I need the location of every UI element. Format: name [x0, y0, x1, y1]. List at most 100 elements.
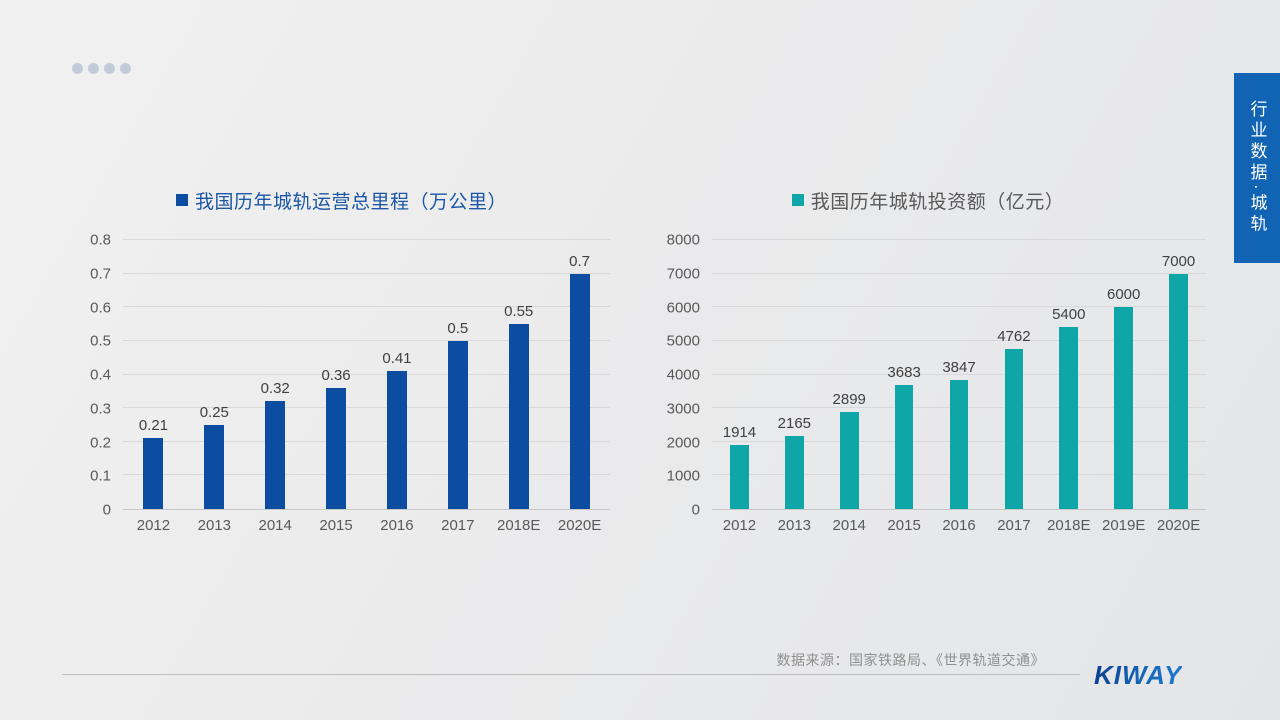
y-tick-label: 7000 — [666, 265, 700, 283]
y-tick-label: 1000 — [666, 467, 700, 485]
y-tick-label: 3000 — [666, 400, 700, 418]
bar-cell: 0.36 — [306, 240, 367, 509]
bar — [569, 273, 590, 509]
bar-cell: 3847 — [932, 240, 987, 509]
bar-value-label: 0.36 — [321, 366, 351, 384]
chart-title: 我国历年城轨投资额（亿元） — [650, 186, 1206, 214]
legend-swatch-icon — [791, 194, 804, 206]
gridline — [123, 306, 610, 308]
gridline — [123, 474, 610, 476]
plot-area: 0.21 0.25 0.32 0.36 0.41 0.5 0.55 0.7 — [123, 239, 610, 510]
y-tick-label: 0.5 — [90, 332, 111, 350]
bar — [730, 444, 749, 509]
chart-title-text: 我国历年城轨投资额（亿元） — [810, 191, 1065, 213]
x-tick-label: 2020E — [1156, 517, 1201, 534]
bar — [894, 385, 914, 509]
x-tick-label: 2014 — [258, 517, 292, 534]
gridline — [123, 373, 610, 375]
bar — [447, 340, 468, 509]
legend-swatch-icon — [175, 194, 188, 206]
y-tick-label: 0 — [102, 501, 111, 519]
bar — [1114, 307, 1133, 509]
gridline — [712, 306, 1206, 308]
bar-cell: 2899 — [822, 240, 877, 509]
bar-cell: 0.25 — [184, 240, 245, 509]
x-tick-label: 2017 — [441, 517, 475, 534]
y-tick-label: 8000 — [666, 231, 700, 249]
bar — [949, 379, 969, 509]
y-tick-label: 4000 — [666, 366, 700, 384]
bar-cell: 4762 — [986, 240, 1041, 509]
x-tick-label: 2020E — [557, 517, 602, 534]
y-axis: 0 0.1 0.2 0.3 0.4 0.5 0.6 0.7 0.8 — [73, 232, 123, 519]
side-tab-label: 行业数据·城轨 — [1247, 100, 1267, 236]
x-tick-label: 2014 — [832, 517, 866, 534]
y-tick-label: 2000 — [666, 434, 700, 451]
gridline — [123, 407, 610, 409]
bar-value-label: 6000 — [1106, 286, 1141, 304]
bar-value-label: 3683 — [887, 364, 921, 382]
x-tick-label: 2013 — [777, 517, 812, 534]
bars: 0.21 0.25 0.32 0.36 0.41 0.5 0.55 0.7 — [123, 240, 610, 509]
bar-value-label: 0.7 — [569, 252, 590, 270]
bar — [508, 324, 529, 509]
y-tick-label: 0.8 — [90, 231, 111, 249]
x-tick-label: 2019E — [1101, 517, 1146, 534]
dot-icon — [120, 63, 131, 74]
x-tick-label: 2015 — [319, 517, 353, 534]
x-axis-spacer — [73, 510, 123, 534]
gridline — [123, 272, 610, 274]
bar-cell: 1914 — [712, 240, 767, 509]
plot-area: 1914 2165 2899 3683 3847 4762 5400 6000 7000 — [712, 239, 1206, 510]
y-tick-label: 0.2 — [90, 434, 111, 451]
bar-value-label: 0.32 — [260, 380, 290, 398]
y-tick-label: 0.1 — [90, 467, 111, 485]
bar-value-label: 4762 — [997, 327, 1031, 345]
bar-value-label: 0.5 — [447, 319, 469, 337]
bar — [785, 436, 804, 509]
bar — [839, 411, 859, 509]
footer-divider — [62, 674, 1080, 675]
bar — [326, 387, 347, 509]
bar-cell: 5400 — [1041, 240, 1096, 509]
bar-cell: 0.7 — [549, 240, 610, 509]
chart-title-text: 我国历年城轨运营总里程（万公里） — [194, 191, 507, 213]
bar-cell: 0.41 — [367, 240, 428, 509]
x-tick-label: 2018E — [497, 517, 541, 534]
dot-icon — [104, 63, 115, 74]
y-tick-label: 0 — [691, 501, 700, 519]
y-tick-label: 6000 — [666, 299, 700, 316]
kiway-logo: KIWAY — [1094, 660, 1183, 690]
x-tick-label: 2012 — [722, 517, 757, 534]
dot-icon — [72, 63, 83, 74]
dot-icon — [88, 63, 99, 74]
gridline — [712, 339, 1206, 341]
bar-cell: 0.32 — [245, 240, 306, 509]
x-axis: 2012 2013 2014 2015 2016 2017 2018E 2019E 2020E — [712, 510, 1206, 534]
bar-cell: 3683 — [877, 240, 932, 509]
bar — [265, 401, 286, 509]
bar-cell: 0.5 — [427, 240, 488, 509]
bar-value-label: 0.41 — [382, 350, 412, 368]
bar-value-label: 5400 — [1052, 306, 1086, 324]
bar-cell: 6000 — [1096, 240, 1151, 509]
bar-cell: 0.21 — [123, 240, 184, 509]
x-tick-label: 2015 — [887, 517, 921, 534]
bar-value-label: 3847 — [942, 358, 976, 376]
x-tick-label: 2018E — [1047, 517, 1091, 534]
bar-value-label: 0.21 — [138, 417, 169, 435]
bar-cell: 2165 — [767, 240, 822, 509]
x-tick-label: 2016 — [942, 517, 976, 534]
gridline — [712, 239, 1206, 240]
bar-value-label: 1914 — [722, 423, 757, 441]
y-tick-label: 5000 — [666, 332, 700, 350]
x-axis-spacer — [650, 510, 712, 534]
x-tick-label: 2016 — [380, 517, 414, 534]
chart-metro-mileage: 我国历年城轨运营总里程（万公里） 0 0.1 0.2 0.3 0.4 0.5 0.6 0.7 0… — [73, 186, 610, 534]
bar — [204, 424, 225, 509]
gridline — [123, 440, 610, 442]
chart-metro-investment: 我国历年城轨投资额（亿元） 0 1000 2000 3000 4000 5000 6000 7… — [650, 186, 1206, 534]
bar-cell: 0.55 — [488, 240, 549, 509]
bar — [386, 371, 407, 509]
y-tick-label: 0.6 — [90, 299, 111, 316]
